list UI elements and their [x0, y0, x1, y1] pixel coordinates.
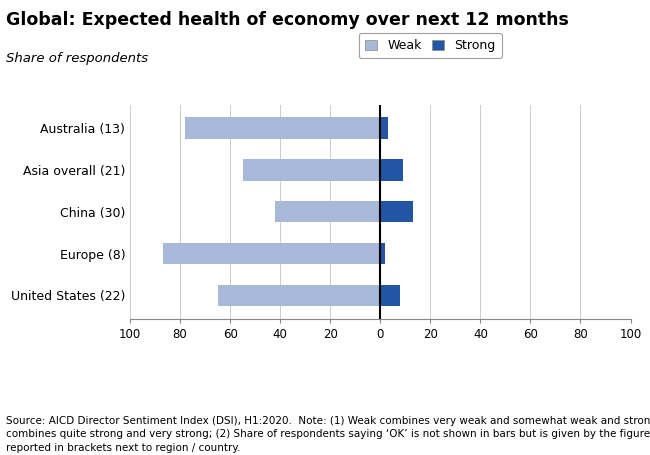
Bar: [162, 243, 380, 264]
Bar: [380, 284, 400, 306]
Bar: [380, 243, 385, 264]
Text: Global: Expected health of economy over next 12 months: Global: Expected health of economy over …: [6, 11, 569, 30]
Text: Share of respondents: Share of respondents: [6, 52, 149, 66]
Bar: [275, 201, 380, 222]
Bar: [185, 117, 380, 139]
Bar: [380, 117, 388, 139]
Bar: [242, 159, 380, 181]
Legend: Weak, Strong: Weak, Strong: [359, 33, 502, 58]
Text: Source: AICD Director Sentiment Index (DSI), H1:2020.  Note: (1) Weak combines v: Source: AICD Director Sentiment Index (D…: [6, 415, 650, 453]
Bar: [380, 201, 413, 222]
Bar: [218, 284, 380, 306]
Bar: [380, 159, 403, 181]
